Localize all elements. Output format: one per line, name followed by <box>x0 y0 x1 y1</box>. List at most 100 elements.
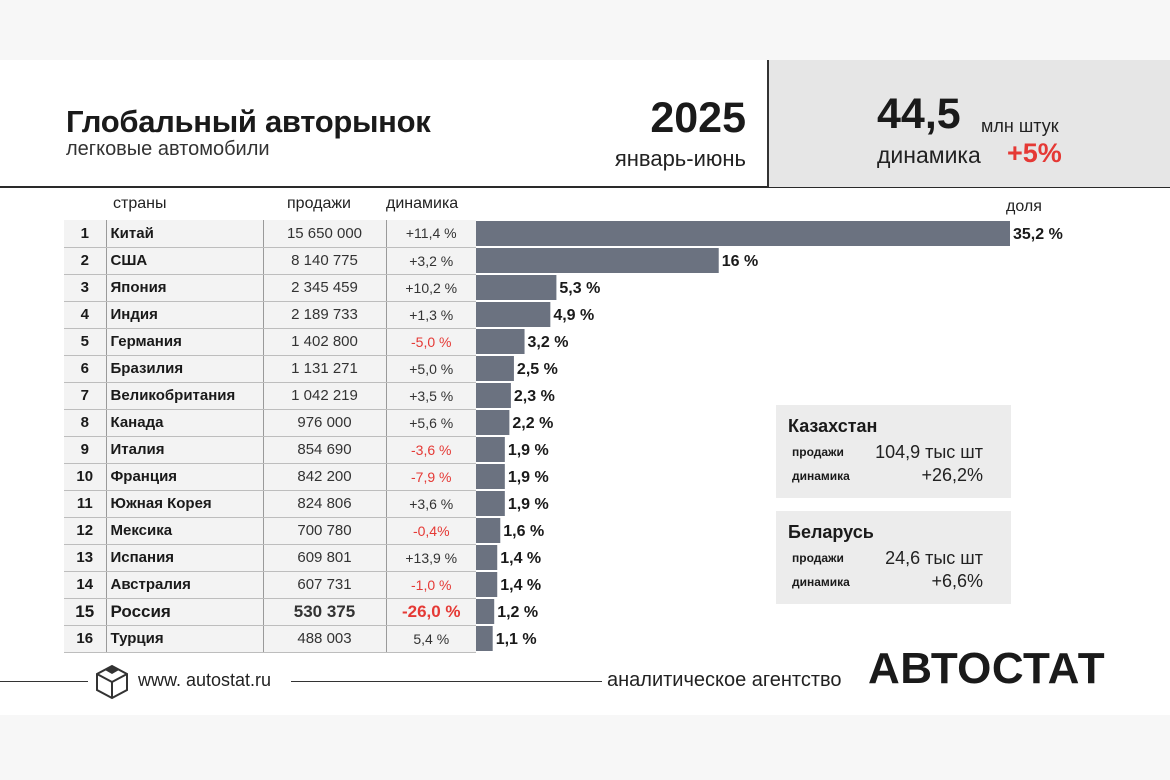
rank-cell: 6 <box>64 355 107 383</box>
table-row: 4 Индия 2 189 733 +1,3 % <box>64 301 476 329</box>
kazakhstan-sales-value: 104,9 тыс шт <box>875 442 983 462</box>
rank-cell: 8 <box>64 409 107 437</box>
total-value: 44,5 <box>877 90 961 138</box>
country-cell: Мексика <box>106 517 264 545</box>
table-row: 8 Канада 976 000 +5,6 % <box>64 409 476 437</box>
page-subtitle: легковые автомобили <box>66 138 270 160</box>
footer-divider-middle <box>291 681 602 682</box>
share-label: 1,4 % <box>500 550 541 567</box>
table-row: 16 Турция 488 003 5,4 % <box>64 625 476 653</box>
country-cell: Бразилия <box>106 355 264 383</box>
share-bar-chart: 35,2 % 16 % 5,3 % 4,9 % 3,2 % 2,5 % 2,3 % 2,2 %… <box>476 221 1063 651</box>
share-label: 5,3 % <box>559 280 600 297</box>
period-label: январь-июнь <box>614 146 746 171</box>
sales-cell: 2 189 733 <box>263 301 387 329</box>
country-cell: Япония <box>106 274 264 302</box>
share-bar <box>476 383 511 408</box>
dynamics-cell: +11,4 % <box>386 220 476 248</box>
kazakhstan-title: Казахстан <box>788 416 878 436</box>
share-label: 1,9 % <box>508 496 549 513</box>
share-bar <box>476 410 510 435</box>
share-bar <box>476 302 551 327</box>
share-bar <box>476 329 525 354</box>
share-bar <box>476 491 505 516</box>
sales-cell: 609 801 <box>263 544 387 572</box>
belarus-title: Беларусь <box>788 522 874 542</box>
table-row: 10 Франция 842 200 -7,9 % <box>64 463 476 491</box>
country-cell: Испания <box>106 544 264 572</box>
share-bar <box>476 464 505 489</box>
brand-logo-text: АВТОСТАТ <box>868 644 1106 693</box>
table-row: 12 Мексика 700 780 -0,4% <box>64 517 476 545</box>
rank-cell: 16 <box>64 625 107 653</box>
country-cell: Австралия <box>106 571 264 599</box>
dynamics-cell: +3,5 % <box>386 382 476 410</box>
sales-cell: 15 650 000 <box>263 220 387 248</box>
dynamics-cell: -5,0 % <box>386 328 476 356</box>
share-label: 2,3 % <box>514 388 555 405</box>
country-cell: Великобритания <box>106 382 264 410</box>
country-cell: Турция <box>106 625 264 653</box>
column-header-share: доля <box>1006 198 1042 215</box>
share-label: 1,9 % <box>508 442 549 459</box>
belarus-sales-label: продажи <box>792 551 844 565</box>
share-label: 2,5 % <box>517 361 558 378</box>
kazakhstan-dynamics-value: +26,2% <box>921 465 983 485</box>
rank-cell: 7 <box>64 382 107 410</box>
sales-cell: 1 042 219 <box>263 382 387 410</box>
header: Глобальный авторынок легковые автомобили… <box>0 60 1170 188</box>
column-header-dynamics: динамика <box>386 195 459 212</box>
total-unit: млн штук <box>981 116 1059 136</box>
page-title: Глобальный авторынок <box>66 104 431 139</box>
share-bar <box>476 221 1010 246</box>
share-label: 4,9 % <box>553 307 594 324</box>
rank-cell: 13 <box>64 544 107 572</box>
share-label: 16 % <box>722 253 758 270</box>
sales-cell: 1 402 800 <box>263 328 387 356</box>
country-cell: Канада <box>106 409 264 437</box>
dynamics-cell: +10,2 % <box>386 274 476 302</box>
rank-cell: 9 <box>64 436 107 464</box>
share-bar <box>476 437 505 462</box>
kazakhstan-dynamics-label: динамика <box>792 469 850 483</box>
totals-panel: 44,5 млн штук динамика +5% <box>767 60 1170 187</box>
country-cell: Россия <box>106 598 264 626</box>
total-dynamics-value: +5% <box>1007 138 1062 168</box>
table-row: 9 Италия 854 690 -3,6 % <box>64 436 476 464</box>
column-header-country: страны <box>113 195 167 212</box>
sales-cell: 854 690 <box>263 436 387 464</box>
table-row: 14 Австралия 607 731 -1,0 % <box>64 571 476 599</box>
dynamics-cell: +13,9 % <box>386 544 476 572</box>
website-link[interactable]: www. autostat.ru <box>138 670 272 690</box>
rank-cell: 14 <box>64 571 107 599</box>
dynamics-cell: +3,6 % <box>386 490 476 518</box>
dynamics-cell: -3,6 % <box>386 436 476 464</box>
rank-cell: 15 <box>64 598 107 626</box>
dynamics-cell: -0,4% <box>386 517 476 545</box>
table-row: 2 США 8 140 775 +3,2 % <box>64 247 476 275</box>
dynamics-cell: -26,0 % <box>386 598 476 626</box>
kazakhstan-sales-label: продажи <box>792 445 844 459</box>
share-label: 3,2 % <box>528 334 569 351</box>
country-cell: Южная Корея <box>106 490 264 518</box>
sales-cell: 824 806 <box>263 490 387 518</box>
share-label: 2,2 % <box>512 415 553 432</box>
belarus-card: Беларусь продажи 24,6 тыс шт динамика +6… <box>776 511 1011 604</box>
dynamics-cell: 5,4 % <box>386 625 476 653</box>
belarus-sales-value: 24,6 тыс шт <box>885 548 983 568</box>
country-cell: Китай <box>106 220 264 248</box>
country-cell: Италия <box>106 436 264 464</box>
dynamics-cell: +5,0 % <box>386 355 476 383</box>
share-bar <box>476 626 493 651</box>
table-row: 3 Япония 2 345 459 +10,2 % <box>64 274 476 302</box>
rank-cell: 10 <box>64 463 107 491</box>
sales-cell: 700 780 <box>263 517 387 545</box>
share-bar <box>476 545 498 570</box>
dynamics-cell: -7,9 % <box>386 463 476 491</box>
belarus-dynamics-value: +6,6% <box>931 571 983 591</box>
share-bar <box>476 248 719 273</box>
sales-cell: 2 345 459 <box>263 274 387 302</box>
sales-cell: 8 140 775 <box>263 247 387 275</box>
share-bar <box>476 275 557 300</box>
table-row: 7 Великобритания 1 042 219 +3,5 % <box>64 382 476 410</box>
